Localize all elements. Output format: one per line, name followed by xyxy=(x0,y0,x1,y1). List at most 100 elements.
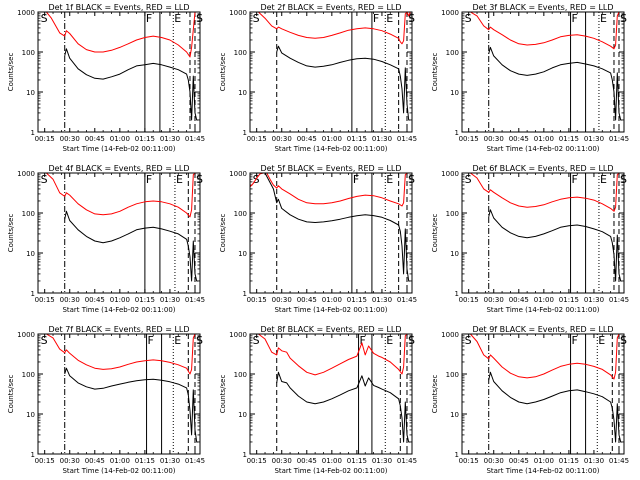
series-line-events xyxy=(250,173,411,282)
x-tick-label: 01:00 xyxy=(534,457,554,465)
marker-letter: S xyxy=(41,12,48,25)
y-tick-label: 100 xyxy=(234,210,247,218)
x-tick-label: 00:15 xyxy=(247,296,267,304)
x-tick-label: 00:30 xyxy=(484,135,504,143)
y-tick-label: 1000 xyxy=(229,9,247,17)
marker-letter: E xyxy=(598,334,605,347)
y-axis-label: Counts/sec xyxy=(219,214,227,253)
x-tick-label: 01:15 xyxy=(559,296,579,304)
series-line-lld xyxy=(258,334,411,376)
y-tick-label: 1000 xyxy=(441,9,459,17)
plot-frame xyxy=(37,11,201,133)
y-tick-label: 1000 xyxy=(441,331,459,339)
x-tick-label: 00:45 xyxy=(297,457,317,465)
x-axis-label: Start Time (14-Feb-02 00:11:00) xyxy=(274,467,387,475)
plot-frame xyxy=(37,333,201,455)
x-tick-label: 00:45 xyxy=(85,457,105,465)
series-line-events xyxy=(64,48,199,121)
x-axis-label: Start Time (14-Feb-02 00:11:00) xyxy=(274,306,387,314)
y-tick-label: 1 xyxy=(243,290,247,298)
series-line-lld xyxy=(470,334,623,380)
panel-title: Det 4f BLACK = Events, RED = LLD xyxy=(48,164,189,173)
marker-letter: F xyxy=(360,334,366,347)
x-tick-label: 01:30 xyxy=(372,296,392,304)
marker-letter: E xyxy=(386,173,393,186)
series-line-lld xyxy=(46,12,199,58)
x-tick-label: 01:30 xyxy=(372,457,392,465)
x-tick-label: 00:15 xyxy=(247,135,267,143)
panel-title: Det 3f BLACK = Events, RED = LLD xyxy=(472,3,613,12)
x-tick-label: 01:45 xyxy=(609,135,629,143)
x-tick-label: 01:30 xyxy=(584,457,604,465)
y-tick-label: 100 xyxy=(446,371,459,379)
x-tick-label: 01:45 xyxy=(397,457,417,465)
y-tick-label: 1000 xyxy=(17,9,35,17)
x-axis-label: Start Time (14-Feb-02 00:11:00) xyxy=(486,145,599,153)
x-tick-label: 01:15 xyxy=(347,135,367,143)
marker-letter: S xyxy=(465,173,472,186)
marker-letter: S xyxy=(253,334,260,347)
y-tick-label: 100 xyxy=(22,371,35,379)
x-tick-label: 01:15 xyxy=(135,457,155,465)
series-line-lld xyxy=(470,12,623,50)
marker-letter: S xyxy=(41,173,48,186)
x-tick-label: 00:30 xyxy=(60,296,80,304)
x-tick-label: 01:45 xyxy=(185,296,205,304)
x-tick-label: 01:30 xyxy=(584,135,604,143)
plot-frame xyxy=(249,333,413,455)
marker-letter: S xyxy=(196,173,203,186)
y-axis-label: Counts/sec xyxy=(219,375,227,414)
series-line-events xyxy=(488,371,623,443)
x-tick-label: 01:45 xyxy=(397,296,417,304)
x-tick-label: 01:00 xyxy=(322,135,342,143)
panel-4: Det 4f BLACK = Events, RED = LLD Counts/s… xyxy=(7,164,205,314)
x-tick-label: 00:15 xyxy=(459,296,479,304)
panel-title: Det 9f BLACK = Events, RED = LLD xyxy=(472,325,613,334)
x-tick-label: 01:15 xyxy=(135,135,155,143)
x-tick-label: 01:00 xyxy=(110,135,130,143)
panel-1: Det 1f BLACK = Events, RED = LLD Counts/s… xyxy=(7,3,205,153)
marker-letter: F xyxy=(572,173,578,186)
y-tick-label: 10 xyxy=(26,89,35,97)
x-tick-label: 01:00 xyxy=(534,135,554,143)
x-tick-label: 00:30 xyxy=(272,457,292,465)
y-tick-label: 1 xyxy=(31,290,35,298)
x-tick-label: 00:15 xyxy=(247,457,267,465)
y-tick-label: 1000 xyxy=(441,170,459,178)
marker-letter: F xyxy=(572,12,578,25)
x-tick-label: 00:45 xyxy=(297,135,317,143)
y-axis-label: Counts/sec xyxy=(7,214,15,253)
marker-letter: S xyxy=(253,12,260,25)
series-line-events xyxy=(488,46,623,121)
x-axis-label: Start Time (14-Feb-02 00:11:00) xyxy=(274,145,387,153)
x-tick-label: 00:45 xyxy=(85,296,105,304)
x-tick-label: 00:15 xyxy=(35,457,55,465)
y-tick-label: 10 xyxy=(26,250,35,258)
series-line-events xyxy=(276,371,411,443)
x-tick-label: 01:15 xyxy=(347,296,367,304)
x-tick-label: 01:45 xyxy=(397,135,417,143)
panel-2: Det 2f BLACK = Events, RED = LLD Counts/s… xyxy=(219,3,417,153)
marker-letter: S xyxy=(196,12,203,25)
y-tick-label: 10 xyxy=(238,89,247,97)
y-tick-label: 1 xyxy=(455,290,459,298)
y-tick-label: 10 xyxy=(450,250,459,258)
marker-letter: S xyxy=(408,173,415,186)
marker-letter: E xyxy=(176,173,183,186)
x-tick-label: 00:30 xyxy=(272,135,292,143)
x-tick-label: 01:00 xyxy=(110,296,130,304)
x-tick-label: 01:45 xyxy=(185,457,205,465)
y-axis-label: Counts/sec xyxy=(431,375,439,414)
series-line-lld xyxy=(258,12,411,45)
x-tick-label: 01:15 xyxy=(559,457,579,465)
marker-letter: S xyxy=(620,12,627,25)
x-tick-label: 01:45 xyxy=(185,135,205,143)
panel-5: Det 5f BLACK = Events, RED = LLD Counts/s… xyxy=(219,164,417,314)
marker-letter: S xyxy=(408,334,415,347)
plot-frame xyxy=(461,172,625,294)
x-tick-label: 00:30 xyxy=(60,135,80,143)
y-tick-label: 100 xyxy=(234,371,247,379)
marker-letter: S xyxy=(196,334,203,347)
x-tick-label: 00:15 xyxy=(459,135,479,143)
x-tick-label: 00:45 xyxy=(297,296,317,304)
